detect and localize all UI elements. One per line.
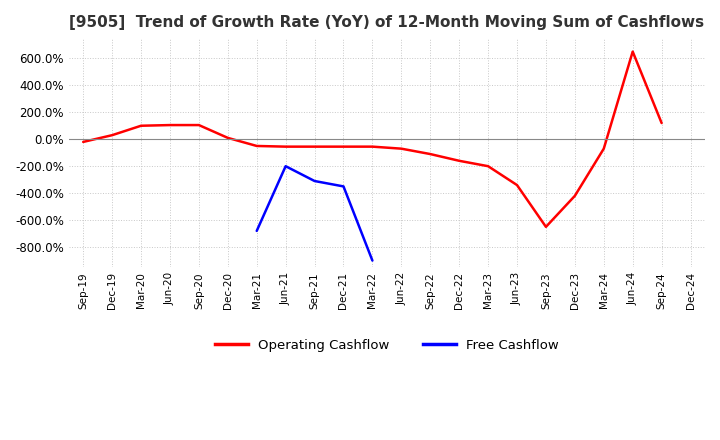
- Legend: Operating Cashflow, Free Cashflow: Operating Cashflow, Free Cashflow: [210, 334, 564, 357]
- Title: [9505]  Trend of Growth Rate (YoY) of 12-Month Moving Sum of Cashflows: [9505] Trend of Growth Rate (YoY) of 12-…: [69, 15, 704, 30]
